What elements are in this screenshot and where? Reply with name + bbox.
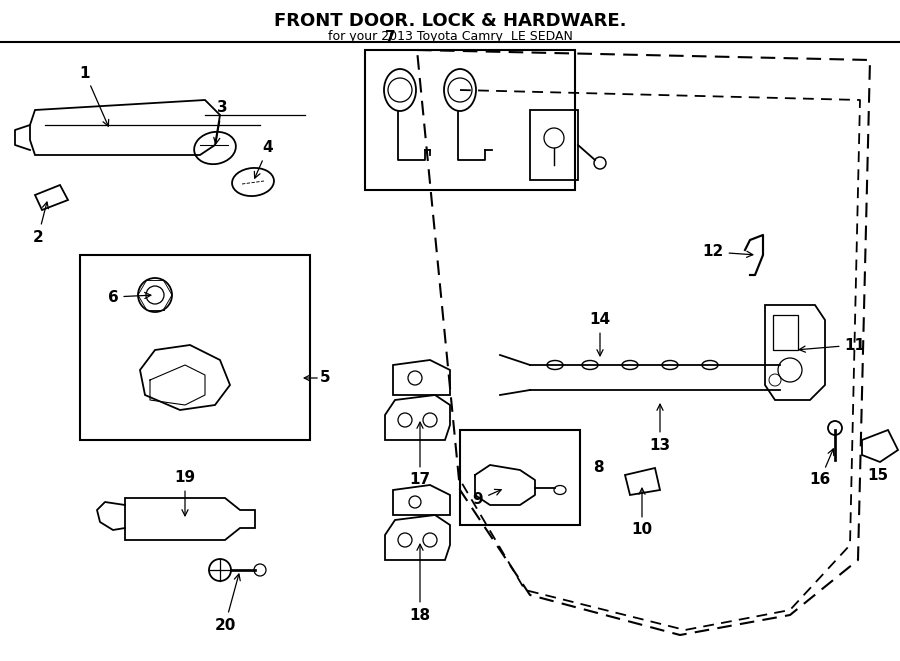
Text: 7: 7 [384,30,395,46]
Text: 11: 11 [799,338,866,352]
Ellipse shape [582,360,598,369]
Bar [530,110,578,180]
Text: 3: 3 [214,100,228,144]
Text: 1: 1 [80,65,109,126]
Text: 17: 17 [410,422,430,488]
Text: 13: 13 [650,404,670,453]
Text: 20: 20 [214,574,240,633]
Bar [773,315,798,350]
Text: 16: 16 [809,449,833,488]
Ellipse shape [547,360,563,369]
Ellipse shape [622,360,638,369]
Text: 15: 15 [868,469,888,483]
Text: 4: 4 [255,141,274,178]
Text: FRONT DOOR. LOCK & HARDWARE.: FRONT DOOR. LOCK & HARDWARE. [274,12,626,30]
Text: for your 2013 Toyota Camry  LE SEDAN: for your 2013 Toyota Camry LE SEDAN [328,30,572,43]
Text: 9: 9 [472,489,501,508]
Text: 2: 2 [32,202,49,245]
Text: 5: 5 [320,371,330,385]
Text: 19: 19 [175,471,195,516]
Bar [460,430,580,525]
Text: 18: 18 [410,544,430,623]
Text: 8: 8 [593,461,603,475]
Text: 10: 10 [632,488,652,537]
Text: 14: 14 [590,313,610,356]
Ellipse shape [702,360,718,369]
Bar [80,255,310,440]
Text: 12: 12 [702,245,752,260]
Bar [365,50,575,190]
Ellipse shape [662,360,678,369]
Text: 6: 6 [108,290,151,305]
